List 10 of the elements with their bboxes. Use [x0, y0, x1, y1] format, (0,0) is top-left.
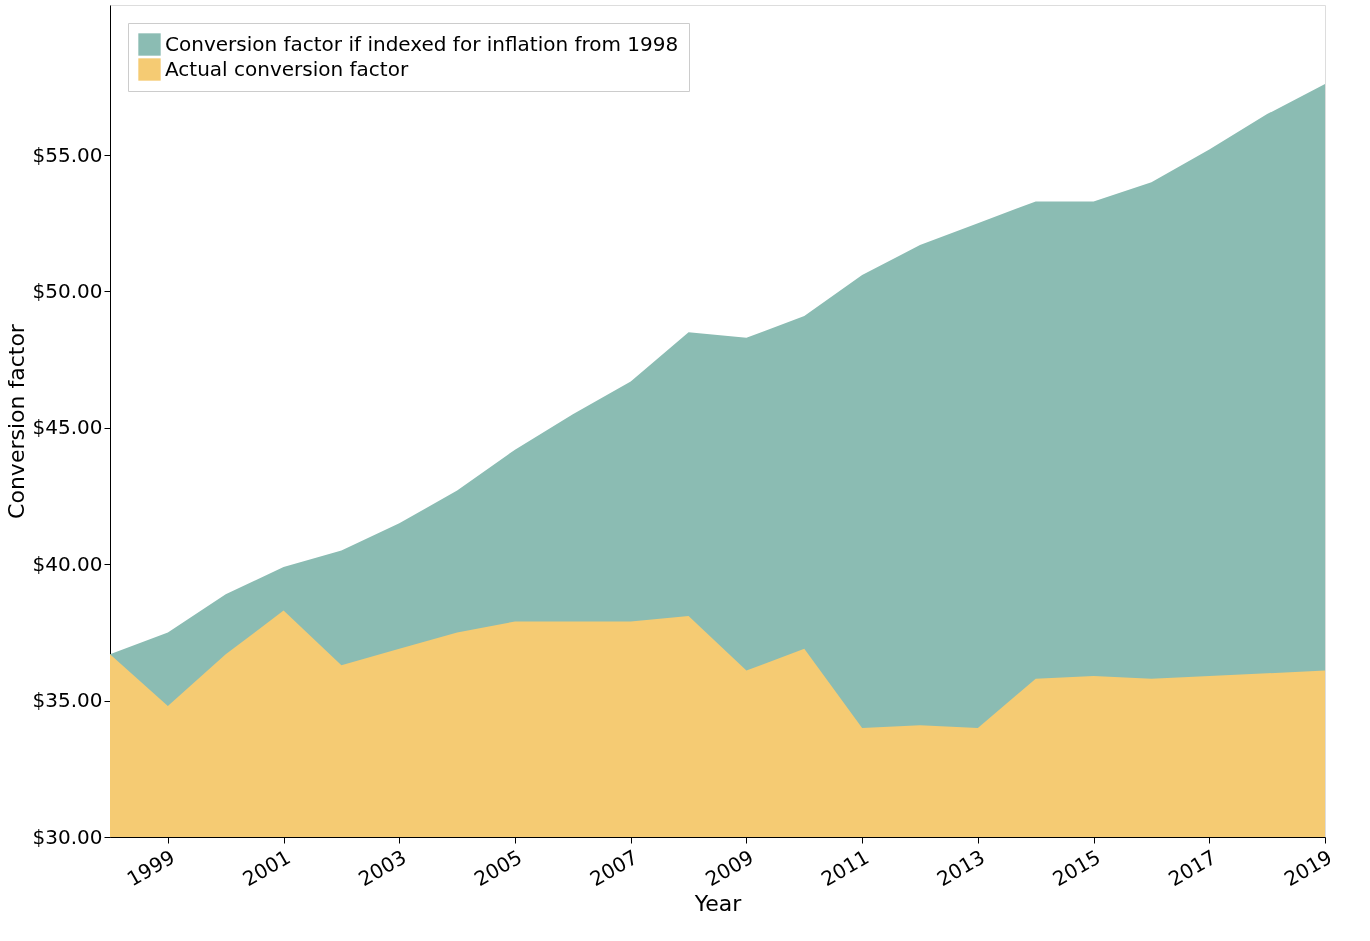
legend-label: Actual conversion factor: [165, 56, 409, 81]
y-tick-label: $35.00: [32, 688, 103, 713]
y-tick-label: $55.00: [32, 142, 103, 167]
y-tick-label: $30.00: [32, 824, 103, 849]
y-axis-title: Conversion factor: [3, 323, 29, 519]
y-tick-label: $50.00: [32, 278, 103, 303]
x-axis-title: Year: [693, 891, 743, 917]
y-tick-label: $40.00: [32, 551, 103, 576]
legend-label: Conversion factor if indexed for inflation from 1998: [165, 31, 679, 56]
y-tick-label: $45.00: [32, 415, 103, 440]
